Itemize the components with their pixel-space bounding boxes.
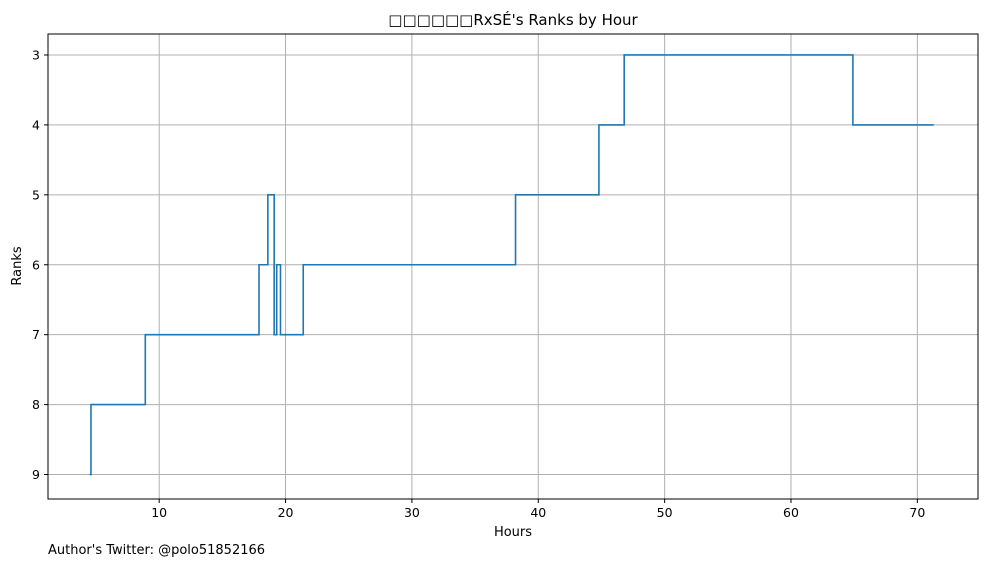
y-tick-label: 3 bbox=[32, 47, 40, 62]
x-tick-label: 30 bbox=[404, 505, 420, 520]
x-tick-label: 40 bbox=[530, 505, 546, 520]
y-axis-ticks: 3 4 5 6 7 8 9 bbox=[32, 47, 48, 482]
rank-step-line bbox=[89, 54, 934, 476]
y-tick-label: 5 bbox=[32, 187, 40, 202]
x-tick-label: 60 bbox=[783, 505, 799, 520]
plot-frame bbox=[47, 33, 979, 500]
x-tick-label: 20 bbox=[278, 505, 294, 520]
y-axis-label: Ranks bbox=[10, 246, 25, 285]
y-tick-label: 9 bbox=[32, 467, 40, 482]
x-tick-label: 10 bbox=[151, 505, 167, 520]
y-tick-label: 6 bbox=[32, 257, 40, 272]
x-axis-ticks: 10 20 30 40 50 60 70 bbox=[151, 499, 925, 520]
x-tick-label: 50 bbox=[657, 505, 673, 520]
author-attribution: Author's Twitter: @polo51852166 bbox=[48, 543, 265, 558]
y-tick-label: 7 bbox=[32, 327, 40, 342]
series-layer bbox=[89, 54, 934, 476]
x-axis-label: Hours bbox=[494, 525, 532, 540]
chart-title: □□□□□□RxSÉ's Ranks by Hour bbox=[388, 10, 638, 29]
y-tick-label: 4 bbox=[32, 117, 40, 132]
y-tick-label: 8 bbox=[32, 397, 40, 412]
x-tick-label: 70 bbox=[909, 505, 925, 520]
